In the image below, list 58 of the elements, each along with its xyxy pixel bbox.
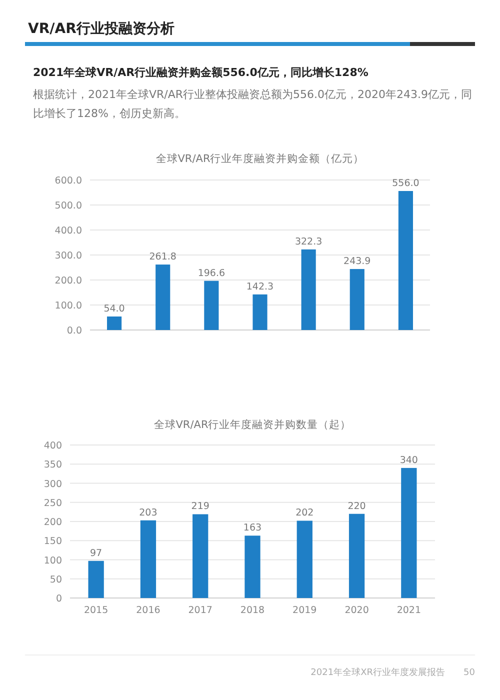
bar bbox=[107, 316, 122, 330]
data-label: 322.3 bbox=[294, 236, 322, 248]
y-tick-label: 200.0 bbox=[54, 276, 82, 286]
bar bbox=[192, 514, 208, 598]
bar bbox=[401, 468, 417, 598]
data-label: 202 bbox=[296, 508, 314, 519]
data-label: 220 bbox=[348, 500, 366, 512]
bar bbox=[204, 280, 219, 330]
x-tick-label: 2021 bbox=[396, 605, 422, 616]
data-label: 196.6 bbox=[198, 268, 226, 279]
text: VR/AR行业投融资分析 bbox=[28, 21, 174, 37]
text: 2021年全球XR行业年度发展报告 bbox=[310, 667, 445, 678]
y-tick-label: 250 bbox=[44, 498, 62, 509]
y-tick-label: 300.0 bbox=[54, 250, 82, 262]
x-tick-label: 2017 bbox=[188, 605, 212, 616]
y-tick-label: 100 bbox=[44, 555, 62, 566]
data-label: 203 bbox=[139, 507, 158, 518]
y-tick-label: 600.0 bbox=[54, 176, 82, 186]
y-tick-label: 400.0 bbox=[54, 226, 82, 236]
text: 2021年全球VR/AR行业融资并购金额556.0亿元，同比增长128% bbox=[33, 66, 368, 79]
data-label: 340 bbox=[400, 454, 418, 466]
data-label: 163 bbox=[243, 522, 262, 534]
y-tick-label: 0.0 bbox=[66, 326, 82, 336]
bar bbox=[301, 249, 316, 330]
data-label: 556.0 bbox=[392, 178, 420, 189]
data-label: 243.9 bbox=[344, 256, 371, 268]
y-tick-label: 200 bbox=[44, 517, 62, 528]
x-tick-label: 2019 bbox=[292, 605, 317, 616]
data-label: 142.3 bbox=[246, 281, 274, 292]
bar bbox=[140, 520, 156, 598]
y-tick-label: 100.0 bbox=[54, 300, 82, 312]
y-tick-label: 300 bbox=[44, 478, 62, 490]
data-label: 54.0 bbox=[104, 304, 125, 314]
y-tick-label: 50 bbox=[50, 574, 62, 586]
y-tick-label: 350 bbox=[44, 460, 62, 471]
x-tick-label: 2020 bbox=[344, 605, 369, 616]
data-label: 219 bbox=[191, 501, 210, 512]
text: 根据统计，2021年全球VR/AR行业整体投融资总额为556.0亿元，2020年243.9亿元，同比增长了128%，创历史新高。 bbox=[33, 87, 473, 122]
bar bbox=[252, 294, 268, 330]
bar bbox=[398, 191, 413, 330]
bar bbox=[88, 560, 104, 598]
bar bbox=[296, 520, 312, 598]
bar bbox=[348, 514, 365, 598]
y-tick-label: 150 bbox=[44, 536, 62, 548]
x-tick-label: 2015 bbox=[84, 605, 108, 616]
y-tick-label: 500.0 bbox=[54, 200, 82, 212]
chart-title: 全球VR/AR行业年度融资并购金额（亿元） bbox=[156, 152, 364, 165]
data-label: 261.8 bbox=[149, 252, 176, 263]
chart-title: 全球VR/AR行业年度融资并购数量（起） bbox=[154, 418, 352, 431]
bar bbox=[244, 536, 260, 598]
bar bbox=[350, 269, 364, 330]
y-tick-label: 400 bbox=[44, 440, 62, 452]
x-tick-label: 2018 bbox=[240, 605, 265, 616]
x-tick-label: 2016 bbox=[136, 605, 160, 616]
data-label: 97 bbox=[90, 548, 102, 559]
y-tick-label: 0 bbox=[56, 594, 62, 604]
bar bbox=[156, 264, 170, 330]
text: 50 bbox=[464, 668, 476, 678]
